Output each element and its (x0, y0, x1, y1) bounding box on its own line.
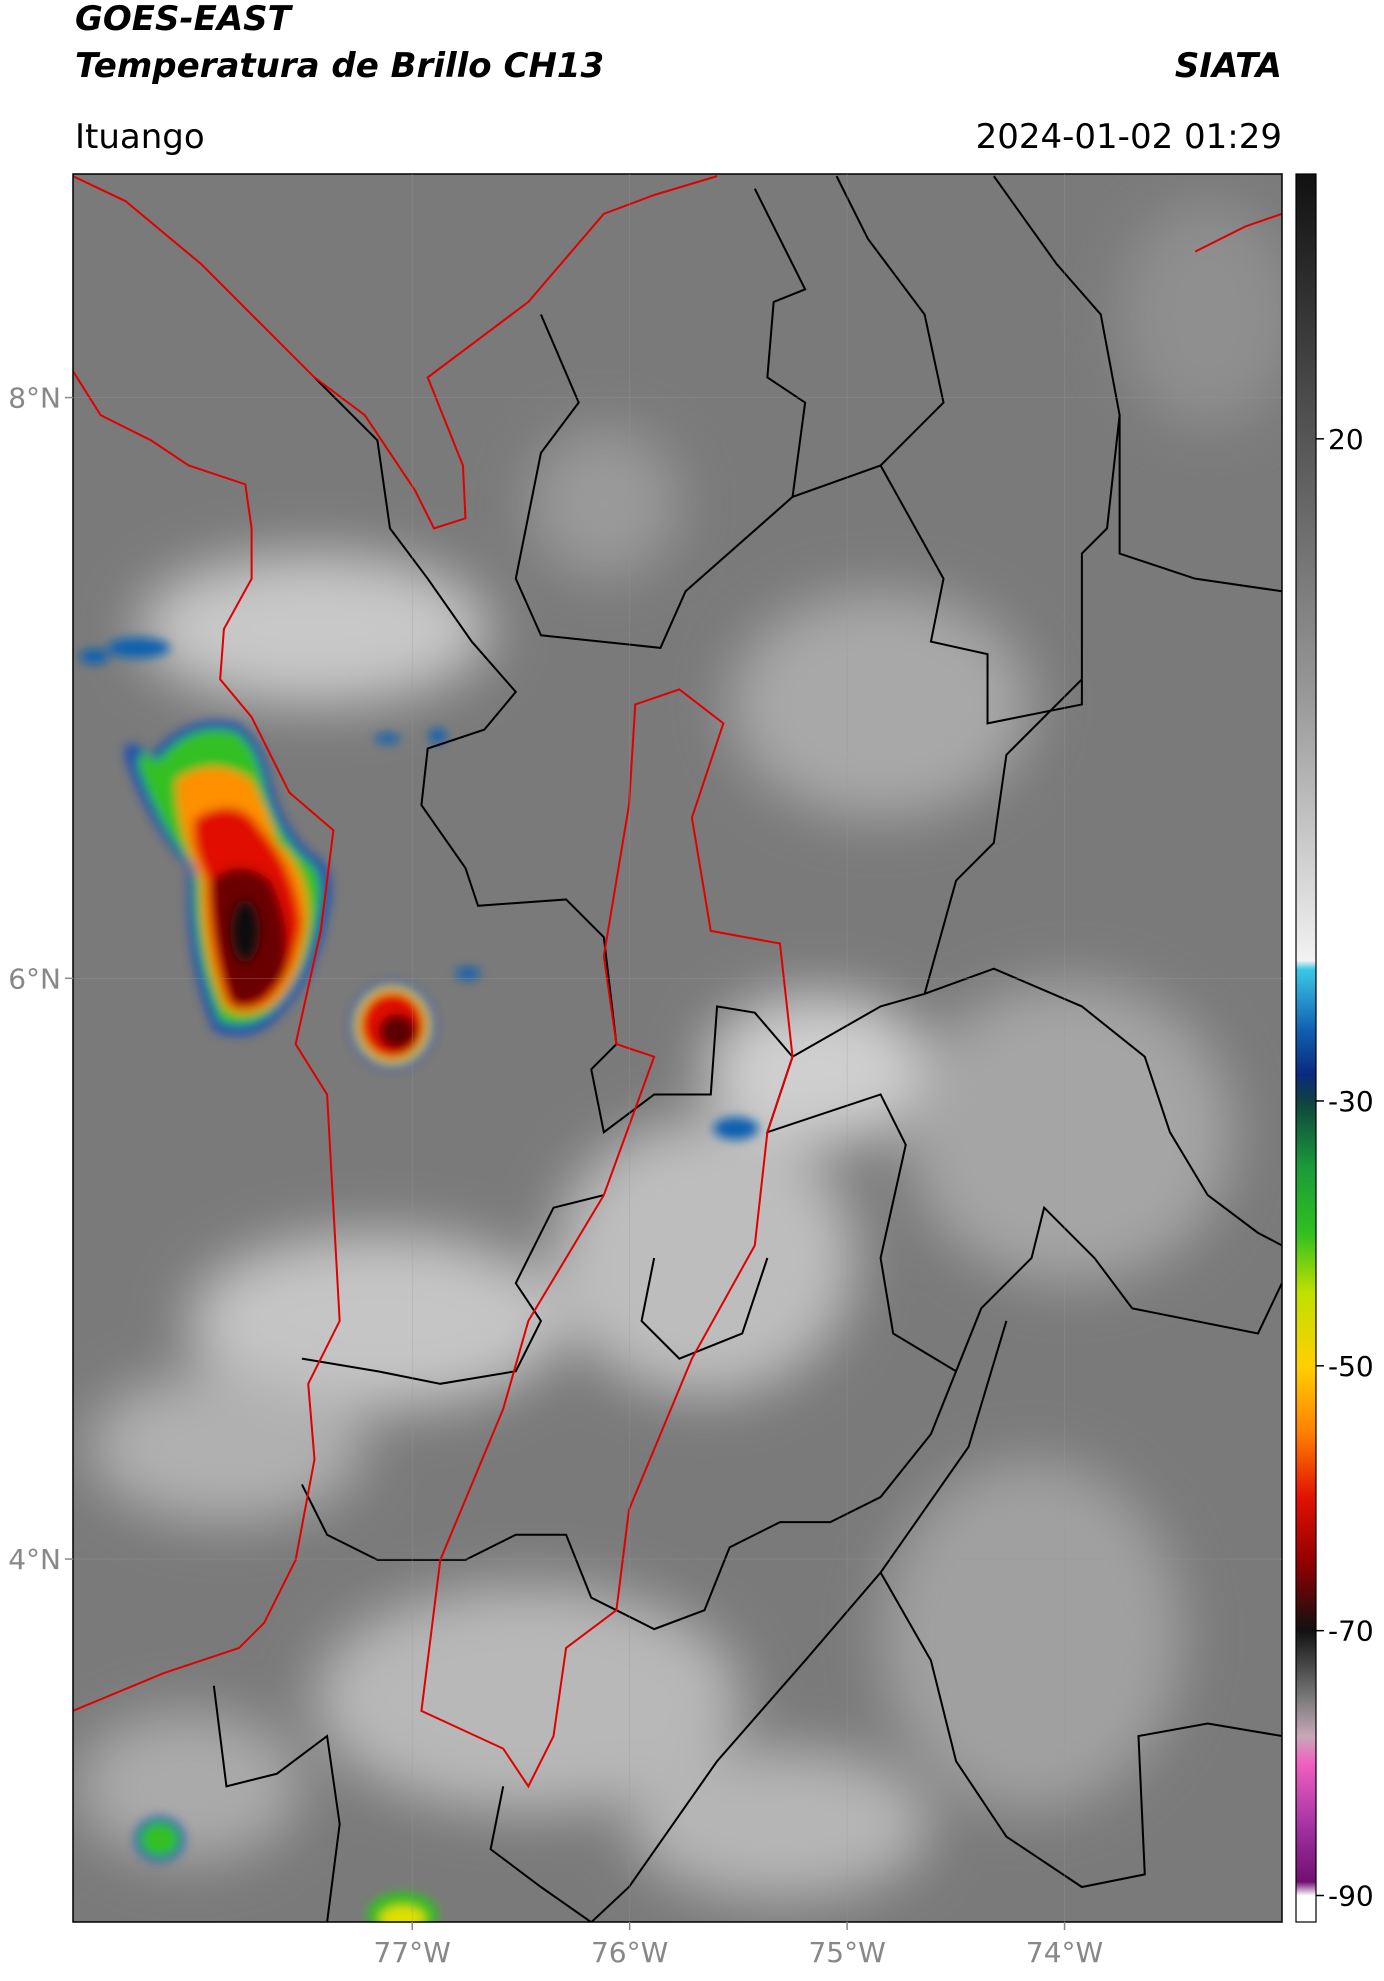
brand: SIATA (1175, 46, 1282, 86)
y-tick-label: 4°N (8, 1543, 61, 1576)
colorbar-tick-label: -30 (1328, 1085, 1374, 1118)
colorbar (1295, 173, 1317, 1923)
y-tick-label: 8°N (8, 382, 61, 415)
y-tick-label: 6°N (8, 962, 61, 995)
map-imagery (73, 174, 1282, 1922)
x-tick-label: 75°W (808, 1936, 885, 1969)
x-tick-label: 76°W (591, 1936, 668, 1969)
colorbar-tick-label: -90 (1328, 1880, 1374, 1913)
colorbar-tick-label: -70 (1328, 1615, 1374, 1648)
colorbar-tick-label: 20 (1328, 423, 1364, 456)
colorbar-tick-label: -50 (1328, 1350, 1374, 1383)
subtitle: Temperatura de Brillo CH13 (75, 46, 604, 86)
x-tick-label: 74°W (1026, 1936, 1103, 1969)
x-tick-label: 77°W (374, 1936, 451, 1969)
datetime: 2024-01-02 01:29 (976, 117, 1282, 157)
map-frame (72, 173, 1283, 1923)
title: GOES-EAST (75, 0, 294, 39)
location: Ituango (75, 117, 205, 157)
